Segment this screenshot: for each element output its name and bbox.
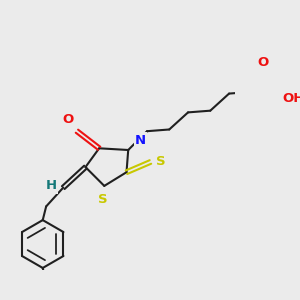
Text: O: O bbox=[258, 56, 269, 69]
Text: S: S bbox=[156, 155, 166, 169]
Text: OH: OH bbox=[282, 92, 300, 105]
Text: S: S bbox=[98, 193, 107, 206]
Text: H: H bbox=[45, 179, 56, 192]
Text: O: O bbox=[62, 113, 74, 126]
Text: N: N bbox=[135, 134, 146, 147]
